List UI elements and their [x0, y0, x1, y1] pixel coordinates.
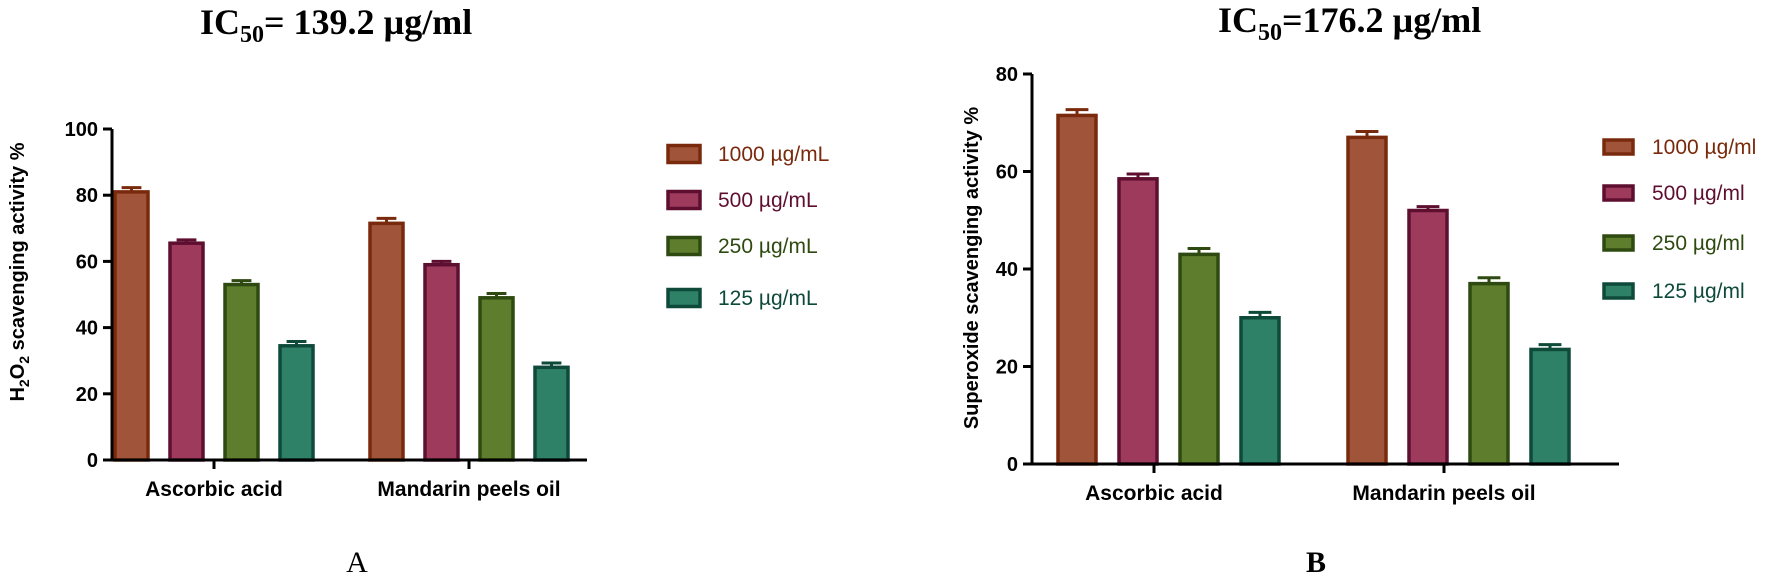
chart-b-bar: [1529, 347, 1571, 466]
chart-a-x-tick-label: Ascorbic acid: [145, 478, 283, 501]
chart-b-bar: [1346, 135, 1388, 466]
chart-b-legend-swatch: [1602, 234, 1635, 252]
chart-b-y-tick-label: 60: [996, 162, 1018, 184]
chart-b-plot: 0 20 40 60 80 Ascorbic acid Mandarin peels oil…: [996, 64, 1757, 505]
chart-a-legend-swatch: [666, 189, 702, 211]
chart-b-bar: [1407, 208, 1449, 466]
chart-a-ylabel-o: O: [7, 364, 29, 380]
chart-a-legend-swatch: [666, 143, 702, 165]
chart-a-y-tick-label: 80: [76, 185, 98, 207]
chart-b-legend-swatch: [1602, 184, 1635, 202]
chart-b-bar: [1468, 281, 1510, 466]
chart-b-bar: [1117, 177, 1159, 466]
chart-a-bar: [168, 241, 205, 462]
chart-a-bar: [368, 221, 405, 462]
chart-a-legend-label: 1000 µg/mL: [718, 143, 829, 166]
chart-b-title-main: IC: [1218, 0, 1258, 40]
chart-b-legend-label: 250 µg/ml: [1652, 232, 1745, 255]
chart-a-plot: 0 20 40 60 80 100 Ascorbic acid Mandarin peels …: [65, 119, 830, 501]
chart-a-legend-label: 125 µg/mL: [718, 287, 818, 310]
chart-a-ylabel-sub2: 2: [16, 356, 32, 364]
chart-a-bar: [113, 190, 150, 462]
chart-a-y-tick-label: 40: [76, 318, 98, 340]
chart-b-legend-swatch: [1602, 282, 1635, 300]
chart-b-y-tick-label: 0: [1007, 454, 1018, 476]
chart-a-bar: [423, 262, 460, 462]
chart-a-legend-label: 500 µg/mL: [718, 189, 818, 212]
chart-a-legend-swatch: [666, 287, 702, 309]
chart-a-bar: [223, 282, 260, 462]
chart-a-title: IC50= 139.2 µg/ml: [200, 2, 472, 48]
chart-b-title-rest: =176.2 µg/ml: [1282, 0, 1481, 40]
chart-a-bar: [278, 344, 315, 462]
chart-b-x-tick-label: Ascorbic acid: [1085, 482, 1223, 505]
chart-b-bar: [1239, 316, 1281, 466]
chart-b-y-tick-label: 80: [996, 64, 1018, 86]
chart-a-ylabel: H2O2 scavenging activity %: [7, 142, 32, 401]
chart-a-y-tick-label: 20: [76, 384, 98, 406]
chart-b-legend-label: 1000 µg/ml: [1652, 136, 1756, 159]
chart-a-legend-swatch: [666, 235, 702, 257]
chart-b-legend-label: 500 µg/ml: [1652, 182, 1745, 205]
chart-a-bar: [533, 365, 570, 462]
chart-a-y-tick-label: 100: [65, 119, 98, 141]
chart-b-ylabel: Superoxide scavenging activity %: [961, 107, 983, 430]
panel-letter-a: A: [346, 546, 368, 579]
chart-b-y-tick-label: 20: [996, 357, 1018, 379]
chart-a-title-rest: = 139.2 µg/ml: [264, 2, 472, 42]
chart-b-title-sub: 50: [1258, 20, 1282, 46]
chart-b-legend-swatch: [1602, 138, 1635, 156]
chart-b-bar: [1178, 252, 1220, 466]
chart-a-title-main: IC: [200, 2, 240, 42]
panel-letter-b: B: [1306, 546, 1326, 579]
chart-a-title-sub: 50: [240, 22, 264, 48]
chart-a-x-tick-label: Mandarin peels oil: [377, 478, 560, 501]
chart-b-x-tick-label: Mandarin peels oil: [1352, 482, 1535, 505]
chart-a-ylabel-sub1: 2: [16, 379, 32, 387]
chart-b-title: IC50=176.2 µg/ml: [1218, 0, 1481, 46]
chart-a-y-tick-label: 60: [76, 251, 98, 273]
chart-a-legend-label: 250 µg/mL: [718, 235, 818, 258]
chart-b-bar: [1056, 113, 1098, 466]
chart-b-y-tick-label: 40: [996, 259, 1018, 281]
chart-a-ylabel-h: H: [7, 387, 29, 401]
chart-b-legend-label: 125 µg/ml: [1652, 280, 1745, 303]
chart-a-bar: [478, 296, 515, 462]
chart-a-ylabel-rest: scavenging activity %: [7, 142, 29, 356]
chart-a-y-tick-label: 0: [87, 450, 98, 472]
